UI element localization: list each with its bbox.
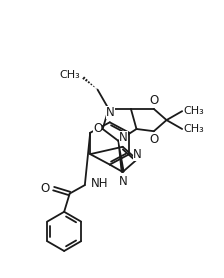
Text: CH₃: CH₃ (183, 106, 204, 116)
Polygon shape (118, 141, 124, 172)
Text: N: N (133, 148, 142, 161)
Text: O: O (149, 133, 159, 147)
Text: O: O (149, 94, 159, 107)
Text: CH₃: CH₃ (59, 70, 80, 80)
Text: N: N (106, 106, 115, 120)
Text: N: N (119, 131, 127, 144)
Text: O: O (93, 123, 102, 135)
Text: O: O (40, 182, 50, 195)
Text: NH: NH (91, 177, 109, 190)
Text: N: N (119, 175, 127, 188)
Text: CH₃: CH₃ (183, 124, 204, 134)
